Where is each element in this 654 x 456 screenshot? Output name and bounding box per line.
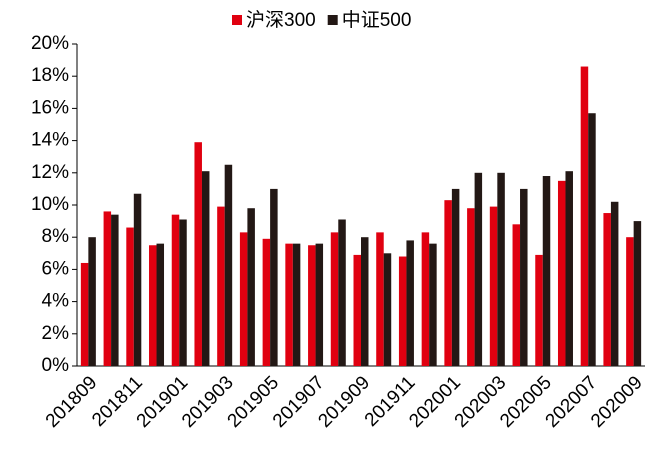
bar (111, 214, 119, 366)
bar (580, 66, 589, 366)
bar (565, 171, 573, 366)
bar (171, 214, 180, 366)
x-tick-label: 201909 (314, 372, 374, 432)
bar (444, 200, 452, 366)
bar (315, 243, 324, 366)
legend-label: 沪深300 (246, 9, 316, 31)
legend-swatch (327, 15, 338, 25)
legend-label: 中证500 (342, 9, 412, 31)
bar (520, 188, 528, 366)
bar (149, 245, 157, 366)
y-tick-label: 20% (31, 33, 69, 54)
bar (217, 206, 225, 366)
bar (361, 237, 369, 366)
bar (603, 213, 611, 366)
bar (451, 188, 460, 366)
y-tick-label: 14% (31, 130, 69, 151)
bar (126, 227, 134, 366)
bar (239, 232, 248, 366)
bar (80, 262, 89, 366)
bar (179, 219, 187, 366)
bar (626, 237, 634, 366)
bar (270, 188, 278, 366)
bar (156, 243, 165, 366)
bar (292, 243, 301, 366)
bar (588, 113, 596, 366)
bar (262, 238, 271, 366)
bar (133, 193, 142, 366)
y-tick-label: 8% (42, 226, 70, 247)
bar (633, 221, 642, 366)
bar (194, 142, 202, 366)
bar (610, 201, 619, 366)
y-tick-label: 6% (42, 258, 70, 279)
y-tick-label: 10% (31, 194, 69, 215)
y-tick-label: 18% (31, 65, 69, 86)
bar (467, 208, 475, 366)
bar (330, 232, 339, 366)
legend-swatch (232, 15, 242, 25)
bar (224, 164, 233, 366)
y-tick-label: 2% (42, 323, 70, 344)
bar (429, 243, 437, 366)
bar (512, 224, 521, 366)
bar (201, 171, 210, 366)
bar (247, 208, 255, 366)
bar (398, 256, 407, 366)
y-tick-label: 16% (31, 97, 69, 118)
bar (557, 180, 566, 366)
bar (376, 232, 384, 366)
y-tick-label: 4% (42, 291, 70, 312)
bar (383, 253, 392, 366)
bar (535, 254, 543, 366)
bar (103, 211, 112, 366)
bar (474, 172, 483, 366)
bar (421, 232, 430, 366)
bar (353, 254, 361, 366)
bar (308, 245, 316, 366)
bar (542, 176, 551, 366)
bar (338, 219, 346, 366)
x-tick-label: 202009 (587, 372, 647, 432)
y-tick-label: 0% (42, 355, 70, 376)
bar (88, 237, 96, 366)
x-tick-label: 201809 (42, 372, 102, 432)
bar (285, 243, 293, 366)
y-tick-label: 12% (31, 162, 69, 183)
bar (489, 206, 498, 366)
bar (406, 240, 414, 366)
bar (497, 172, 505, 366)
